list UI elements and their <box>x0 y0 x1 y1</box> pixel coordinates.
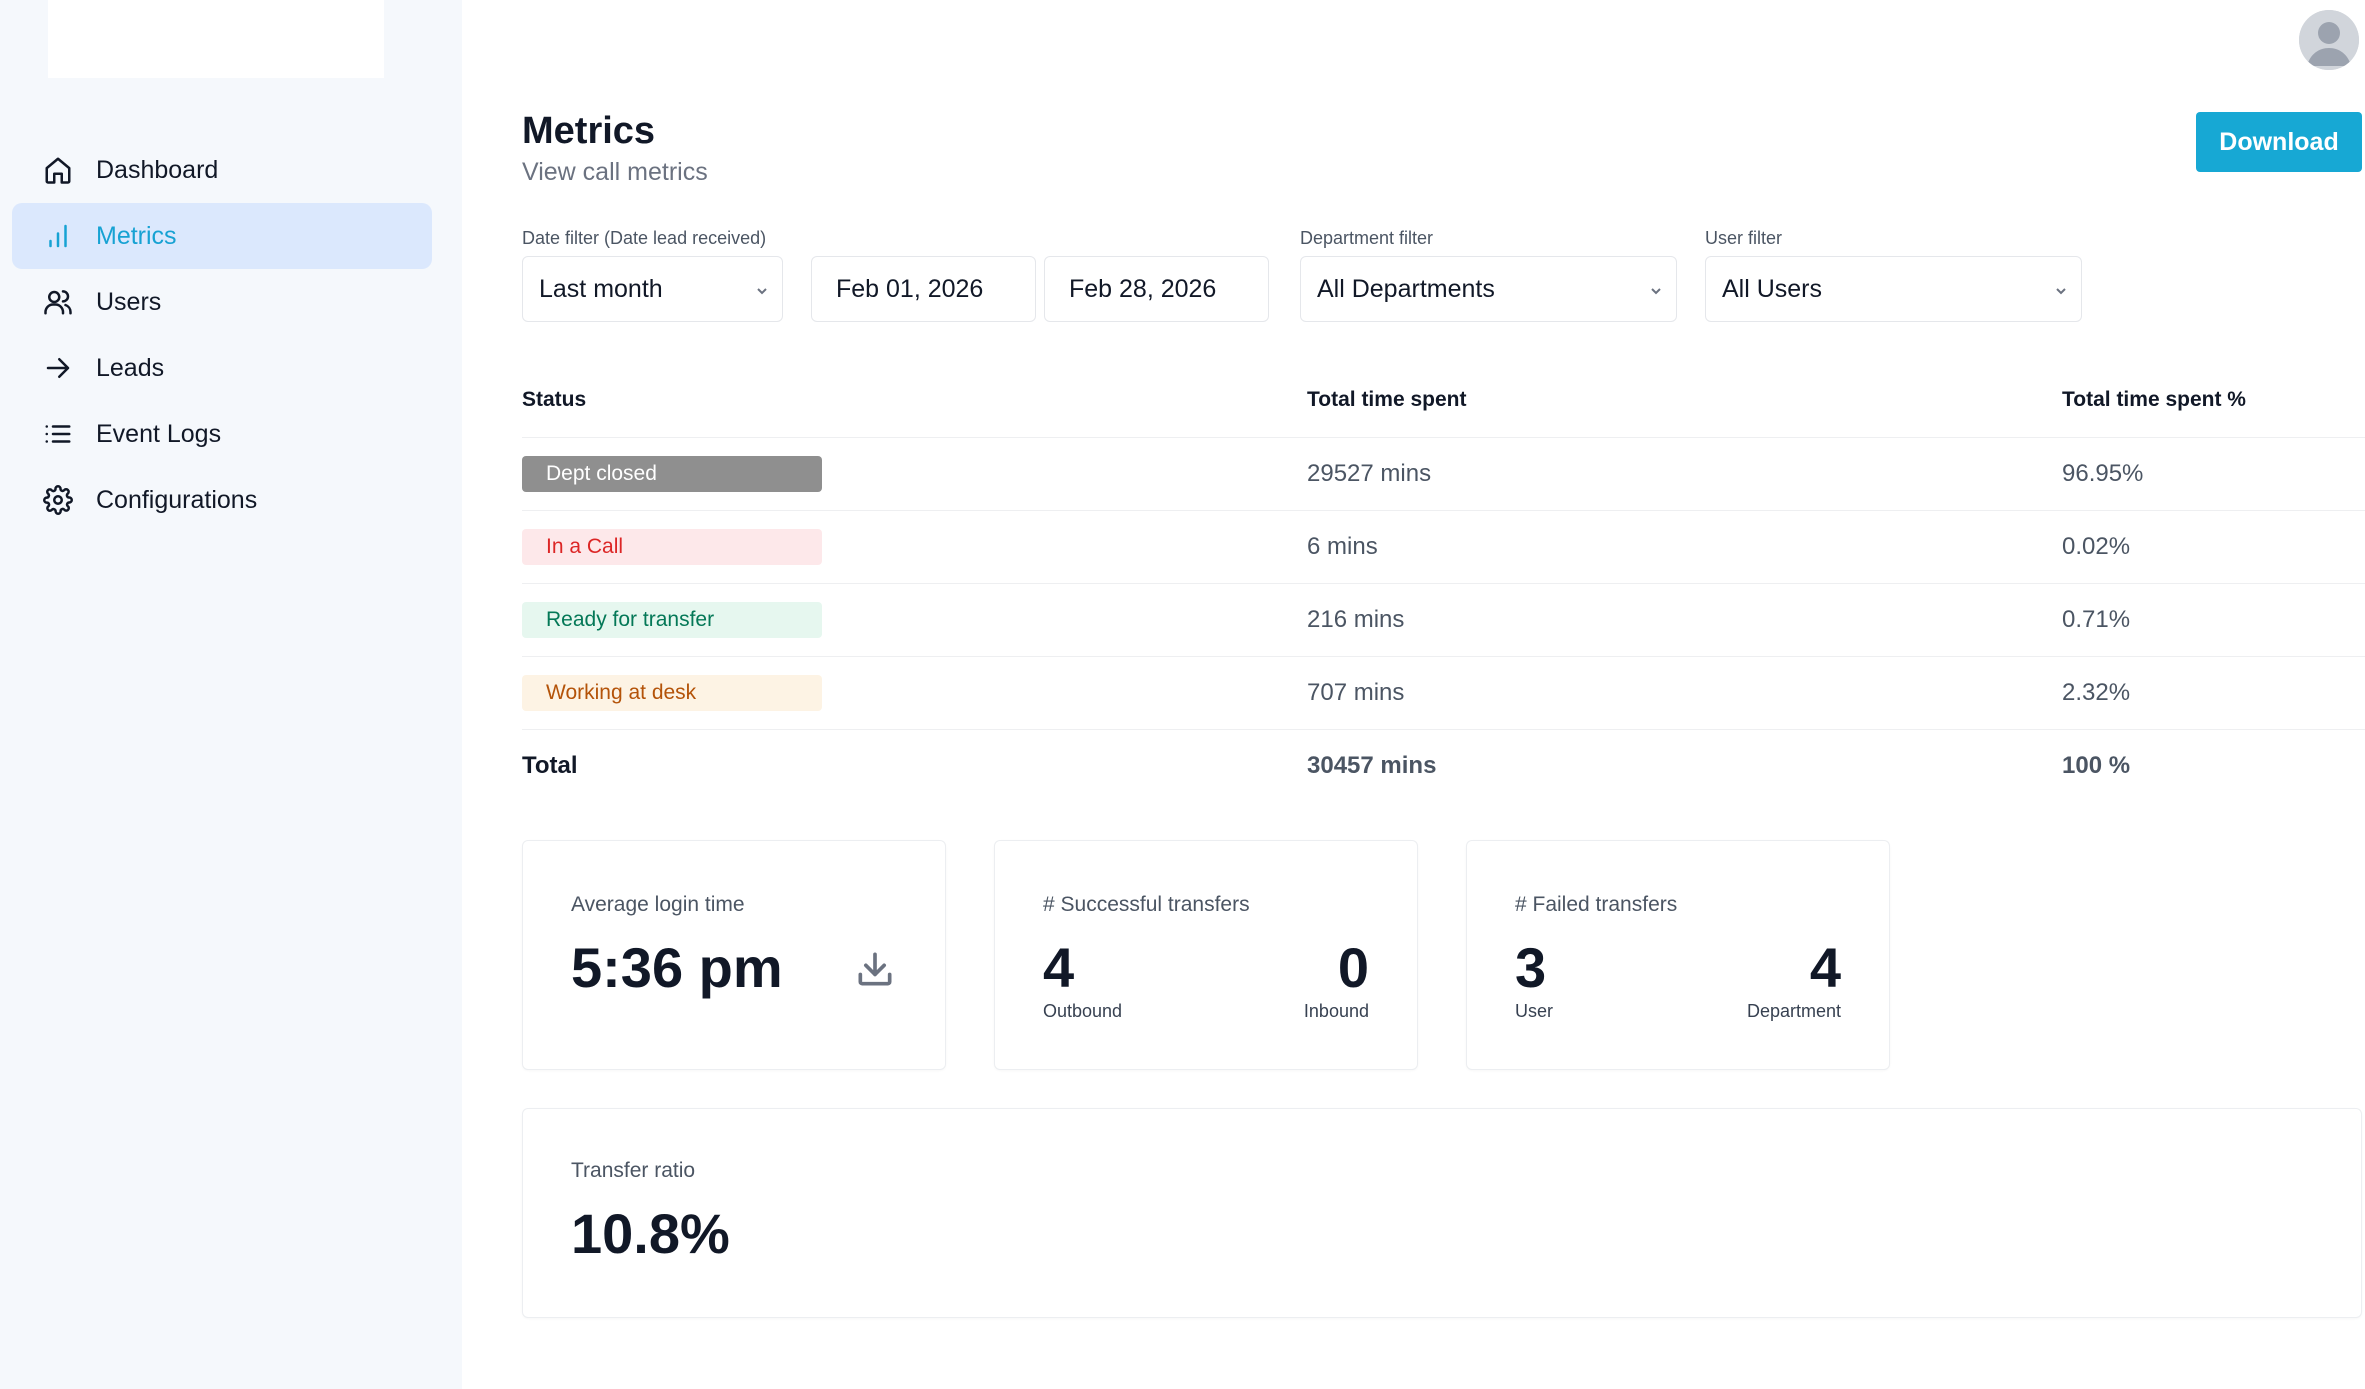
chevron-down-icon <box>1646 279 1666 299</box>
status-badge: In a Call <box>522 529 822 565</box>
department-filter-label: Department filter <box>1300 228 1434 248</box>
department-select[interactable]: All Departments <box>1300 256 1677 322</box>
department-value: All Departments <box>1317 274 1495 303</box>
download-button[interactable]: Download <box>2196 112 2362 172</box>
sidebar-item-label: Configurations <box>96 485 258 514</box>
table-row: Dept closed 29527 mins 96.95% <box>522 437 2365 510</box>
sidebar-item-label: Event Logs <box>96 419 222 448</box>
inbound-label: Inbound <box>1303 1001 1369 1021</box>
download-icon[interactable] <box>853 947 897 991</box>
user-select[interactable]: All Users <box>1705 256 2082 322</box>
time-cell: 6 mins <box>1307 533 1378 560</box>
time-cell: 707 mins <box>1307 679 1405 706</box>
average-login-card: Average login time 5:36 pm <box>522 840 946 1070</box>
successful-transfers-card: # Successful transfers 4 Outbound 0 Inbo… <box>994 840 1418 1070</box>
column-header-percent: Total time spent % <box>2062 388 2246 411</box>
outbound-value: 4 <box>1043 936 1075 999</box>
user-filter-label: User filter <box>1705 228 1783 248</box>
outbound-label: Outbound <box>1043 1001 1123 1021</box>
sidebar-item-dashboard[interactable]: Dashboard <box>12 137 432 203</box>
percent-cell: 2.32% <box>2062 679 2131 706</box>
percent-cell: 0.02% <box>2062 533 2131 560</box>
arrow-right-icon <box>42 352 74 384</box>
column-header-status: Status <box>522 388 587 411</box>
total-time: 30457 mins <box>1307 752 1437 779</box>
bar-chart-icon <box>42 220 74 252</box>
date-range-select[interactable]: Last month <box>522 256 783 322</box>
time-cell: 216 mins <box>1307 606 1405 633</box>
user-failed-value: 3 <box>1515 936 1547 999</box>
sidebar-item-label: Dashboard <box>96 155 219 184</box>
total-label: Total <box>522 752 578 779</box>
sidebar-item-users[interactable]: Users <box>12 269 432 335</box>
chevron-down-icon <box>752 279 772 299</box>
sidebar-item-event-logs[interactable]: Event Logs <box>12 401 432 467</box>
date-range-value: Last month <box>539 274 663 303</box>
card-title: Transfer ratio <box>571 1159 696 1182</box>
logo <box>48 0 384 78</box>
page-subtitle: View call metrics <box>522 158 708 186</box>
home-icon <box>42 154 74 186</box>
avatar[interactable] <box>2299 10 2359 70</box>
percent-cell: 0.71% <box>2062 606 2131 633</box>
user-failed-label: User <box>1515 1001 1554 1021</box>
transfer-ratio-value: 10.8% <box>571 1202 730 1265</box>
failed-transfers-card: # Failed transfers 3 User 4 Department <box>1466 840 1890 1070</box>
inbound-value: 0 <box>1337 936 1369 999</box>
status-badge: Working at desk <box>522 675 822 711</box>
page-title: Metrics <box>522 110 656 152</box>
end-date-value: Feb 28, 2026 <box>1069 274 1217 303</box>
main-content: Metrics View call metrics Download Date … <box>462 0 2365 1389</box>
date-filter-label: Date filter (Date lead received) <box>522 228 767 248</box>
table-row: Working at desk 707 mins 2.32% <box>522 656 2365 729</box>
status-badge: Dept closed <box>522 456 822 492</box>
average-login-value: 5:36 pm <box>571 936 783 999</box>
column-header-time: Total time spent <box>1307 388 1467 411</box>
user-value: All Users <box>1722 274 1823 303</box>
department-failed-label: Department <box>1746 1001 1841 1021</box>
sidebar-item-label: Leads <box>96 353 165 382</box>
chevron-down-icon <box>2051 279 2071 299</box>
gear-icon <box>42 484 74 516</box>
sidebar-item-leads[interactable]: Leads <box>12 335 432 401</box>
percent-cell: 96.95% <box>2062 460 2144 487</box>
sidebar: Dashboard Metrics Users Leads <box>0 0 462 1389</box>
sidebar-item-label: Metrics <box>96 221 177 250</box>
status-badge: Ready for transfer <box>522 602 822 638</box>
card-title: Average login time <box>571 893 745 916</box>
user-avatar-icon <box>2299 10 2359 70</box>
total-percent: 100 % <box>2062 752 2131 779</box>
list-icon <box>42 418 74 450</box>
sidebar-item-configurations[interactable]: Configurations <box>12 467 432 533</box>
department-failed-value: 4 <box>1809 936 1841 999</box>
table-total-row: Total 30457 mins 100 % <box>522 729 2365 802</box>
table-row: In a Call 6 mins 0.02% <box>522 510 2365 583</box>
users-icon <box>42 286 74 318</box>
sidebar-nav: Dashboard Metrics Users Leads <box>12 137 432 533</box>
sidebar-item-label: Users <box>96 287 162 316</box>
time-cell: 29527 mins <box>1307 460 1432 487</box>
end-date-input[interactable]: Feb 28, 2026 <box>1044 256 1269 322</box>
start-date-value: Feb 01, 2026 <box>836 274 984 303</box>
table-row: Ready for transfer 216 mins 0.71% <box>522 583 2365 656</box>
card-title: # Failed transfers <box>1515 893 1678 916</box>
start-date-input[interactable]: Feb 01, 2026 <box>811 256 1036 322</box>
transfer-ratio-card: Transfer ratio 10.8% <box>522 1108 2362 1318</box>
sidebar-item-metrics[interactable]: Metrics <box>12 203 432 269</box>
card-title: # Successful transfers <box>1043 893 1250 916</box>
